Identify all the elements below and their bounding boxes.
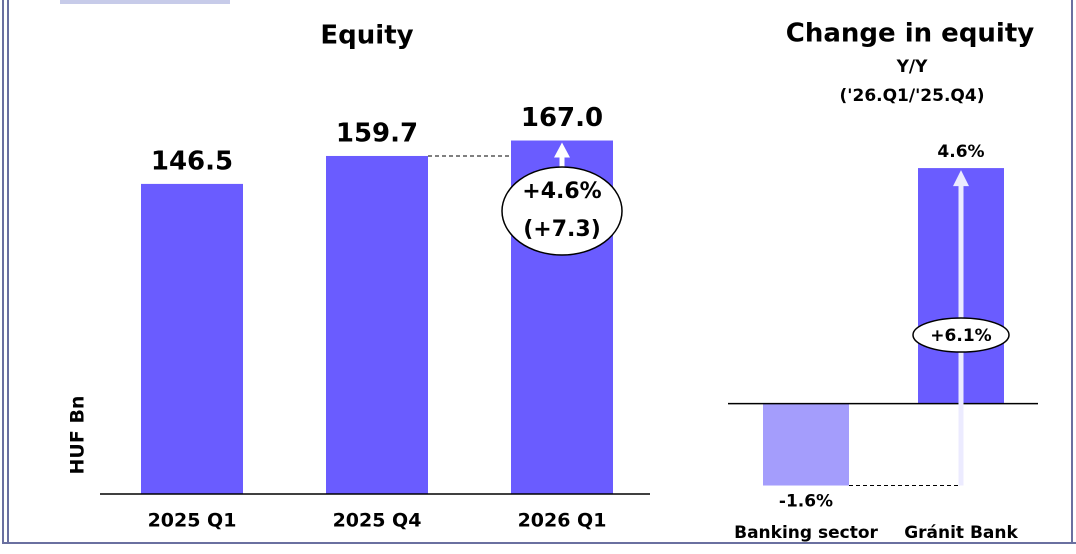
annotation: +4.6%: [522, 179, 601, 204]
value-label: 159.7: [336, 118, 418, 148]
arrow-head: [953, 170, 969, 187]
annotation-bubble: [912, 317, 1010, 353]
x-tick-label: 2025 Q4: [333, 510, 422, 532]
x-tick-label: 2025 Q1: [148, 510, 237, 532]
value-label: -1.6%: [779, 492, 833, 512]
bar: [326, 155, 428, 495]
chart-title: Equity: [320, 21, 413, 51]
chart-title: Change in equity: [786, 19, 1035, 49]
annotation: (+7.3): [523, 217, 601, 242]
annotation-bubble: [501, 166, 623, 256]
value-label: 4.6%: [937, 142, 984, 162]
x-tick-label: Banking sector: [734, 523, 878, 543]
annotation: +6.1%: [930, 326, 991, 346]
value-label: 146.5: [151, 146, 233, 176]
chart-subtitle: Y/Y: [896, 57, 929, 77]
chart-subtitle: ('26.Q1/'25.Q4): [840, 86, 985, 106]
y-axis-label: HUF Bn: [67, 396, 89, 475]
bar: [141, 183, 243, 495]
value-label: 167.0: [521, 103, 603, 133]
x-tick-label: Gránit Bank: [904, 523, 1018, 543]
arrow-head: [554, 142, 570, 158]
bar: [763, 403, 849, 486]
x-tick-label: 2026 Q1: [518, 510, 607, 532]
header-strip: [60, 0, 230, 4]
